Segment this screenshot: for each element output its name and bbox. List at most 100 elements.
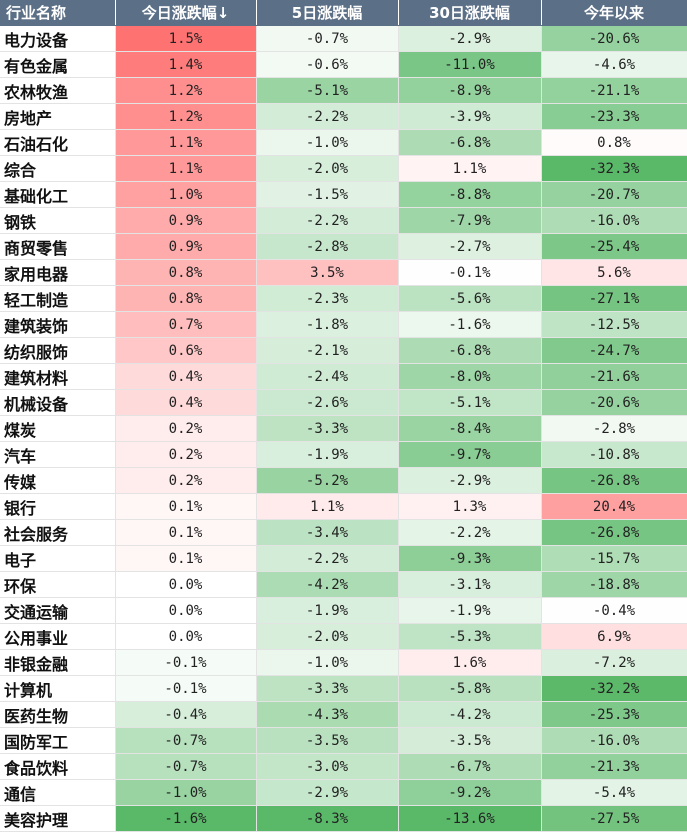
ytd-change-cell: -25.3% — [541, 701, 687, 728]
today-change-cell: 0.2% — [115, 467, 257, 494]
5day-change-cell: -2.0% — [256, 623, 399, 650]
industry-name-cell: 机械设备 — [0, 389, 116, 416]
today-change-cell: -0.4% — [115, 701, 257, 728]
today-change-cell: 1.4% — [115, 51, 257, 78]
5day-change-cell: -2.3% — [256, 285, 399, 312]
5day-change-cell: -5.2% — [256, 467, 399, 494]
table-row[interactable]: 钢铁 0.9% -2.2% -7.9% -16.0% — [0, 207, 687, 234]
table-row[interactable]: 电力设备 1.5% -0.7% -2.9% -20.6% — [0, 25, 687, 52]
ytd-change-cell: -12.5% — [541, 311, 687, 338]
table-row[interactable]: 美容护理 -1.6% -8.3% -13.6% -27.5% — [0, 805, 687, 832]
ytd-change-cell: -20.7% — [541, 181, 687, 208]
industry-name-cell: 电力设备 — [0, 25, 116, 52]
5day-change-cell: -1.9% — [256, 597, 399, 624]
5day-change-cell: -1.5% — [256, 181, 399, 208]
table-row[interactable]: 银行 0.1% 1.1% 1.3% 20.4% — [0, 493, 687, 520]
ytd-change-cell: -10.8% — [541, 441, 687, 468]
table-row[interactable]: 家用电器 0.8% 3.5% -0.1% 5.6% — [0, 259, 687, 286]
ytd-change-cell: 0.8% — [541, 129, 687, 156]
today-change-cell: 0.8% — [115, 259, 257, 286]
ytd-change-cell: -26.8% — [541, 467, 687, 494]
table-row[interactable]: 电子 0.1% -2.2% -9.3% -15.7% — [0, 545, 687, 572]
industry-name-cell: 石油石化 — [0, 129, 116, 156]
ytd-change-cell: -20.6% — [541, 25, 687, 52]
today-change-cell: -0.7% — [115, 727, 257, 754]
column-header-today[interactable]: 今日涨跌幅↓ — [115, 0, 257, 26]
30day-change-cell: -4.2% — [398, 701, 542, 728]
table-row[interactable]: 非银金融 -0.1% -1.0% 1.6% -7.2% — [0, 649, 687, 676]
table-row[interactable]: 石油石化 1.1% -1.0% -6.8% 0.8% — [0, 129, 687, 156]
table-row[interactable]: 房地产 1.2% -2.2% -3.9% -23.3% — [0, 103, 687, 130]
5day-change-cell: -2.9% — [256, 779, 399, 806]
5day-change-cell: -8.3% — [256, 805, 399, 832]
today-change-cell: 1.2% — [115, 103, 257, 130]
table-row[interactable]: 纺织服饰 0.6% -2.1% -6.8% -24.7% — [0, 337, 687, 364]
table-row[interactable]: 商贸零售 0.9% -2.8% -2.7% -25.4% — [0, 233, 687, 260]
today-change-cell: -0.1% — [115, 675, 257, 702]
table-row[interactable]: 食品饮料 -0.7% -3.0% -6.7% -21.3% — [0, 753, 687, 780]
5day-change-cell: -0.7% — [256, 25, 399, 52]
table-row[interactable]: 建筑材料 0.4% -2.4% -8.0% -21.6% — [0, 363, 687, 390]
column-header-30day[interactable]: 30日涨跌幅 — [398, 0, 542, 26]
table-row[interactable]: 传媒 0.2% -5.2% -2.9% -26.8% — [0, 467, 687, 494]
industry-name-cell: 公用事业 — [0, 623, 116, 650]
industry-name-cell: 社会服务 — [0, 519, 116, 546]
industry-name-cell: 农林牧渔 — [0, 77, 116, 104]
industry-name-cell: 非银金融 — [0, 649, 116, 676]
today-change-cell: 0.8% — [115, 285, 257, 312]
30day-change-cell: 1.3% — [398, 493, 542, 520]
ytd-change-cell: -4.6% — [541, 51, 687, 78]
table-row[interactable]: 汽车 0.2% -1.9% -9.7% -10.8% — [0, 441, 687, 468]
ytd-change-cell: -27.1% — [541, 285, 687, 312]
table-row[interactable]: 基础化工 1.0% -1.5% -8.8% -20.7% — [0, 181, 687, 208]
industry-name-cell: 食品饮料 — [0, 753, 116, 780]
column-header-ytd[interactable]: 今年以来 — [541, 0, 687, 26]
5day-change-cell: -3.0% — [256, 753, 399, 780]
30day-change-cell: -13.6% — [398, 805, 542, 832]
table-body: 电力设备 1.5% -0.7% -2.9% -20.6% 有色金属 1.4% -0.6% -11… — [0, 25, 687, 832]
table-row[interactable]: 煤炭 0.2% -3.3% -8.4% -2.8% — [0, 415, 687, 442]
industry-name-cell: 建筑装饰 — [0, 311, 116, 338]
5day-change-cell: -1.0% — [256, 649, 399, 676]
today-change-cell: 0.1% — [115, 545, 257, 572]
table-row[interactable]: 轻工制造 0.8% -2.3% -5.6% -27.1% — [0, 285, 687, 312]
today-change-cell: -1.0% — [115, 779, 257, 806]
table-row[interactable]: 公用事业 0.0% -2.0% -5.3% 6.9% — [0, 623, 687, 650]
table-row[interactable]: 综合 1.1% -2.0% 1.1% -32.3% — [0, 155, 687, 182]
30day-change-cell: 1.1% — [398, 155, 542, 182]
industry-name-cell: 传媒 — [0, 467, 116, 494]
table-row[interactable]: 社会服务 0.1% -3.4% -2.2% -26.8% — [0, 519, 687, 546]
table-row[interactable]: 交通运输 0.0% -1.9% -1.9% -0.4% — [0, 597, 687, 624]
today-change-cell: 0.2% — [115, 441, 257, 468]
today-change-cell: 0.0% — [115, 571, 257, 598]
5day-change-cell: -2.0% — [256, 155, 399, 182]
30day-change-cell: -6.8% — [398, 129, 542, 156]
ytd-change-cell: 20.4% — [541, 493, 687, 520]
industry-name-cell: 钢铁 — [0, 207, 116, 234]
30day-change-cell: -3.9% — [398, 103, 542, 130]
30day-change-cell: -5.1% — [398, 389, 542, 416]
header-row: 行业名称 今日涨跌幅↓ 5日涨跌幅 30日涨跌幅 今年以来 — [0, 0, 687, 26]
table-row[interactable]: 建筑装饰 0.7% -1.8% -1.6% -12.5% — [0, 311, 687, 338]
ytd-change-cell: -2.8% — [541, 415, 687, 442]
industry-name-cell: 银行 — [0, 493, 116, 520]
30day-change-cell: -8.4% — [398, 415, 542, 442]
5day-change-cell: -5.1% — [256, 77, 399, 104]
industry-name-cell: 煤炭 — [0, 415, 116, 442]
5day-change-cell: -2.2% — [256, 545, 399, 572]
column-header-5day[interactable]: 5日涨跌幅 — [256, 0, 399, 26]
table-row[interactable]: 通信 -1.0% -2.9% -9.2% -5.4% — [0, 779, 687, 806]
table-row[interactable]: 计算机 -0.1% -3.3% -5.8% -32.2% — [0, 675, 687, 702]
30day-change-cell: -0.1% — [398, 259, 542, 286]
today-change-cell: 0.4% — [115, 389, 257, 416]
table-row[interactable]: 环保 0.0% -4.2% -3.1% -18.8% — [0, 571, 687, 598]
table-row[interactable]: 机械设备 0.4% -2.6% -5.1% -20.6% — [0, 389, 687, 416]
table-row[interactable]: 有色金属 1.4% -0.6% -11.0% -4.6% — [0, 51, 687, 78]
today-change-cell: 0.4% — [115, 363, 257, 390]
table-row[interactable]: 医药生物 -0.4% -4.3% -4.2% -25.3% — [0, 701, 687, 728]
today-change-cell: 0.9% — [115, 207, 257, 234]
table-row[interactable]: 农林牧渔 1.2% -5.1% -8.9% -21.1% — [0, 77, 687, 104]
table-row[interactable]: 国防军工 -0.7% -3.5% -3.5% -16.0% — [0, 727, 687, 754]
ytd-change-cell: -16.0% — [541, 727, 687, 754]
